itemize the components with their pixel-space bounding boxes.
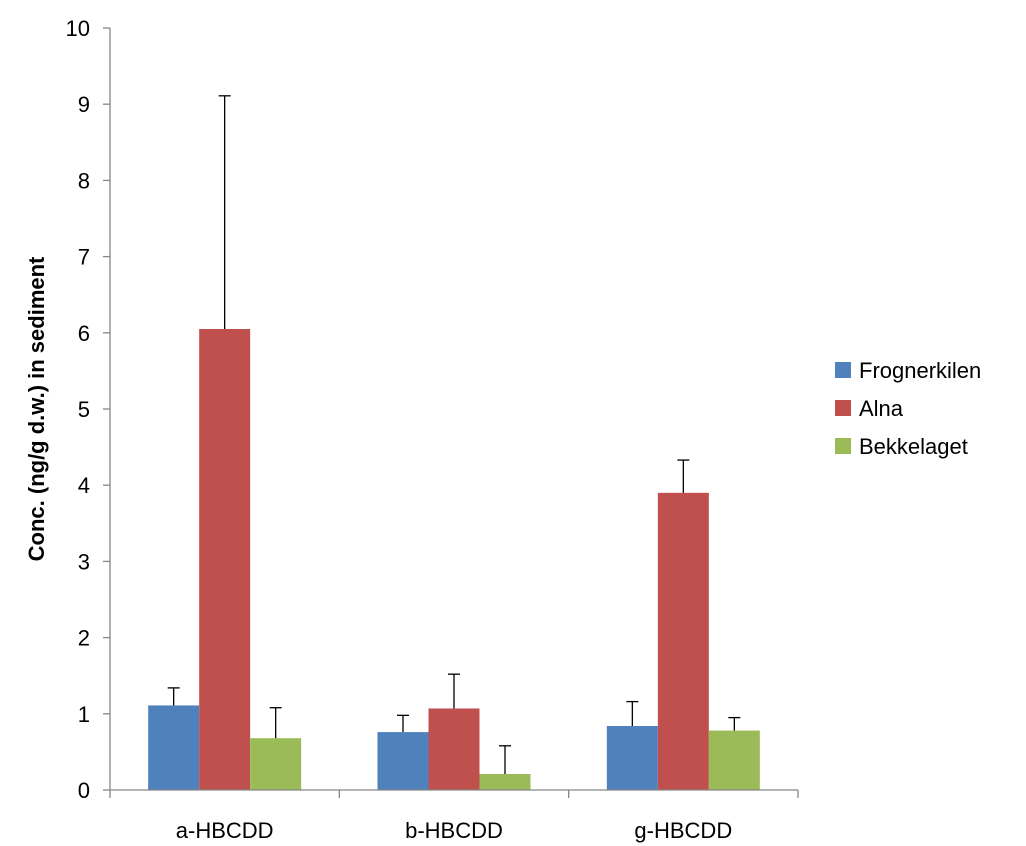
legend-swatch — [835, 362, 851, 378]
y-tick-label: 3 — [78, 549, 90, 574]
y-tick-label: 9 — [78, 92, 90, 117]
bar-alna-a-hbcdd — [199, 328, 251, 790]
bar-alna-g-hbcdd — [657, 492, 709, 790]
error-bars-layer — [167, 95, 741, 774]
error-bar-frognerkilen-g-hbcdd — [626, 700, 639, 726]
x-tick-label: b-HBCDD — [405, 818, 503, 843]
y-tick-label: 6 — [78, 321, 90, 346]
y-tick-label: 2 — [78, 626, 90, 651]
y-tick-label: 4 — [78, 473, 90, 498]
legend-label: Frognerkilen — [859, 358, 981, 383]
y-tick-label: 1 — [78, 702, 90, 727]
legend-swatch — [835, 438, 851, 454]
bar-frognerkilen-a-hbcdd — [148, 705, 200, 790]
legend-label: Alna — [859, 396, 904, 421]
legend-item-bekkelaget: Bekkelaget — [835, 434, 968, 459]
axes-layer — [103, 27, 799, 798]
y-axis-title: Conc. (ng/g d.w.) in sediment — [24, 256, 49, 561]
error-bar-bekkelaget-a-hbcdd — [269, 707, 282, 739]
legend: Frognerkilen Alna Bekkelaget — [835, 358, 981, 459]
legend-label: Bekkelaget — [859, 434, 968, 459]
y-tick-label: 5 — [78, 397, 90, 422]
error-bar-alna-g-hbcdd — [677, 459, 690, 493]
legend-item-frognerkilen: Frognerkilen — [835, 358, 981, 383]
bars-layer — [148, 328, 760, 790]
error-bar-frognerkilen-b-hbcdd — [397, 714, 409, 733]
legend-item-alna: Alna — [835, 396, 904, 421]
error-bar-alna-a-hbcdd — [218, 95, 231, 329]
bar-frognerkilen-g-hbcdd — [606, 725, 658, 790]
legend-swatch — [835, 400, 851, 416]
x-tick-label: g-HBCDD — [634, 818, 732, 843]
error-bar-frognerkilen-a-hbcdd — [167, 687, 180, 706]
bar-frognerkilen-b-hbcdd — [377, 732, 429, 790]
y-tick-label: 10 — [66, 16, 90, 41]
bar-bekkelaget-a-hbcdd — [250, 738, 302, 790]
bar-bekkelaget-b-hbcdd — [479, 773, 531, 790]
y-tick-label: 7 — [78, 245, 90, 270]
error-bar-alna-b-hbcdd — [448, 673, 460, 709]
y-tick-label: 8 — [78, 168, 90, 193]
bar-bekkelaget-g-hbcdd — [708, 730, 760, 790]
x-tick-label: a-HBCDD — [176, 818, 274, 843]
error-bar-bekkelaget-b-hbcdd — [499, 745, 511, 774]
labels-layer: 0 1 2 3 4 5 6 7 8 9 10 a-HBCDD b-HBCDD g-HBCDD Conc. (… — [24, 16, 732, 843]
error-bar-bekkelaget-g-hbcdd — [728, 716, 741, 731]
bar-alna-b-hbcdd — [428, 708, 480, 790]
y-tick-label: 0 — [78, 778, 90, 803]
